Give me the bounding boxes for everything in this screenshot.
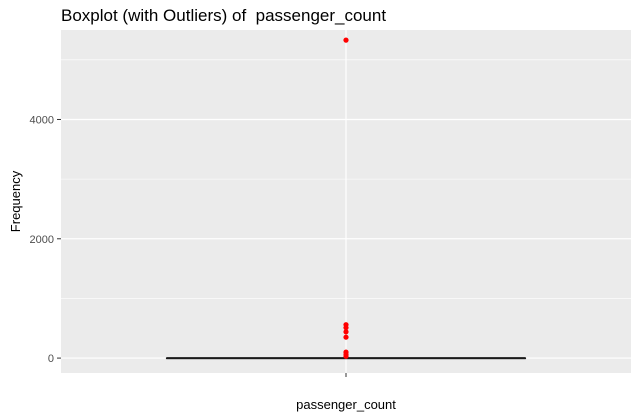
y-axis-title: Frequency	[8, 170, 23, 232]
chart-title: Boxplot (with Outliers) of passenger_cou…	[61, 6, 387, 25]
y-tick-label: 4000	[30, 114, 54, 126]
y-tick-label: 0	[48, 353, 54, 365]
outlier-point	[343, 37, 349, 43]
outlier-point	[343, 334, 349, 340]
outlier-point	[343, 325, 349, 331]
x-axis-title: passenger_count	[296, 397, 396, 412]
outlier-points	[343, 37, 349, 359]
y-tick-label: 2000	[30, 234, 54, 246]
outlier-point	[343, 353, 349, 359]
y-axis-ticks: 0 2000 4000	[30, 114, 61, 365]
outlier-point	[343, 329, 349, 335]
